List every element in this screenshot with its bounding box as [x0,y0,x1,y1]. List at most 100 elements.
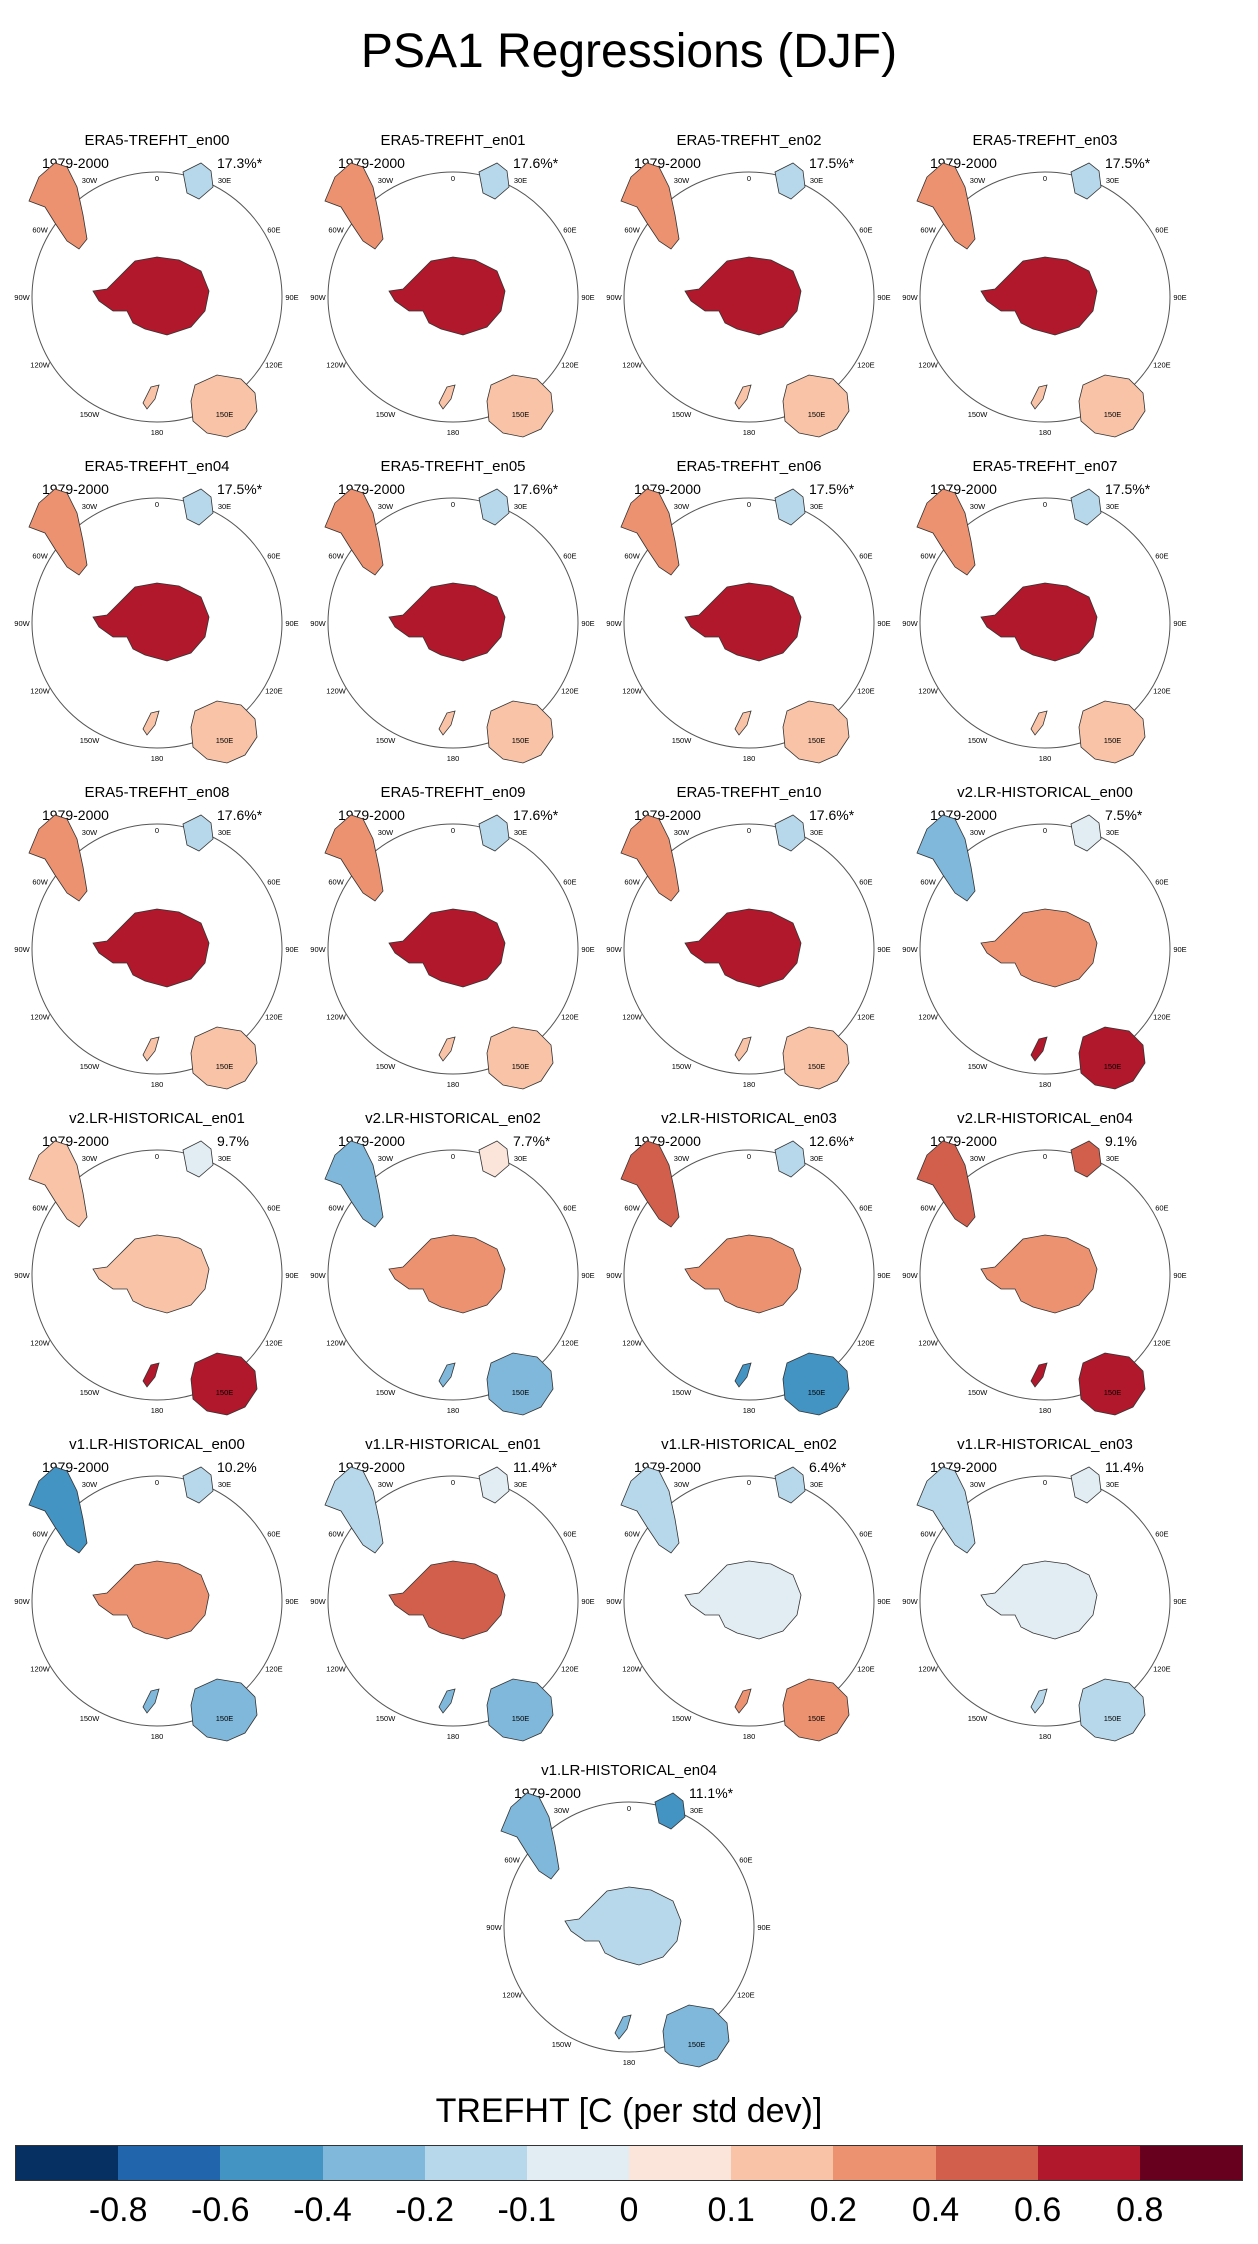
new-zealand-landmass [142,1362,160,1388]
new-zealand-landmass [734,1036,752,1062]
longitude-label: 120W [918,361,939,370]
longitude-label: 30E [514,1480,527,1489]
south-america-landmass [324,1466,384,1554]
south-america-landmass [620,1466,680,1554]
longitude-label: 60W [504,1856,520,1865]
longitude-label: 150W [376,1388,397,1397]
longitude-label: 90E [285,293,298,302]
longitude-label: 120W [30,1013,51,1022]
polar-map: 0 30E 60E 90E 120E 150E 180 150W 120W 90W 60W 30W [310,814,595,1090]
panel-title: ERA5-TREFHT_en10 [676,784,822,801]
longitude-label: 30W [82,1154,98,1163]
longitude-label: 120E [857,1013,875,1022]
colorbar-tick-label: 0.4 [911,2191,960,2229]
africa-landmass [654,1792,686,1830]
australia-landmass [486,1352,554,1416]
longitude-label: 0 [747,500,751,509]
longitude-label: 180 [151,1732,164,1741]
longitude-label: 120E [265,361,283,370]
panel-title: ERA5-TREFHT_en05 [380,458,526,475]
south-america-landmass [324,162,384,250]
colorbar-tick-label: -0.8 [88,2191,148,2229]
antarctica-landmass [684,1560,802,1640]
south-america-landmass [28,1466,88,1554]
australia-landmass [782,700,850,764]
longitude-label: 90W [902,945,918,954]
longitude-label: 180 [151,428,164,437]
longitude-label: 30E [810,1480,823,1489]
panel-title: ERA5-TREFHT_en01 [380,132,526,149]
panel-title: ERA5-TREFHT_en08 [84,784,230,801]
longitude-label: 30W [378,176,394,185]
polar-map: 0 30E 60E 90E 120E 150E 180 150W 120W 90W 60W 30W [310,162,595,438]
longitude-label: 120E [1153,1339,1171,1348]
panel-variance-percent: 9.1% [1105,1133,1137,1149]
longitude-label: 90E [581,1271,594,1280]
longitude-label: 120W [918,1665,939,1674]
longitude-label: 60W [328,552,344,561]
longitude-label: 60W [624,878,640,887]
map-panel: v1.LR-HISTORICAL_en01 1979-2000 11.4%* 0 30E… [308,1436,598,1742]
longitude-label: 60W [624,552,640,561]
panel-variance-percent: 17.5%* [1105,155,1151,171]
longitude-label: 30E [810,828,823,837]
panel-variance-percent: 17.3%* [217,155,263,171]
map-panel: v2.LR-HISTORICAL_en02 1979-2000 7.7%* 0 30E 6… [308,1110,598,1416]
panel-title: ERA5-TREFHT_en09 [380,784,526,801]
longitude-label: 60W [32,1204,48,1213]
polar-map: 0 30E 60E 90E 120E 150E 180 150W 120W 90W 60W 30W [14,1140,299,1416]
longitude-label: 90W [14,1597,30,1606]
map-panel: v2.LR-HISTORICAL_en00 1979-2000 7.5%* 0 30E 6… [900,784,1190,1090]
longitude-label: 60E [563,878,576,887]
longitude-label: 120W [622,1665,643,1674]
longitude-label: 150W [968,410,989,419]
map-panel: ERA5-TREFHT_en01 1979-2000 17.6%* 0 30E 60E 90… [308,132,598,438]
colorbar-segment [935,2146,1038,2180]
longitude-label: 90W [310,619,326,628]
longitude-label: 120E [561,1013,579,1022]
colorbar-tick-label: 0.6 [1014,2191,1062,2229]
longitude-label: 150E [216,1714,234,1723]
longitude-label: 0 [155,500,159,509]
polar-map: 0 30E 60E 90E 120E 150E 180 150W 120W 90W 60W 30W [310,1140,595,1416]
longitude-label: 60E [563,1204,576,1213]
longitude-label: 30E [1106,176,1119,185]
longitude-label: 60W [624,1530,640,1539]
polar-map: 0 30E 60E 90E 120E 150E 180 150W 120W 90W 60W 30W [310,1466,595,1742]
polar-map: 0 30E 60E 90E 120E 150E 180 150W 120W 90W 60W 30W [606,488,891,764]
longitude-label: 30E [810,176,823,185]
longitude-label: 150E [1104,736,1122,745]
south-america-landmass [28,488,88,576]
longitude-label: 90E [285,1597,298,1606]
africa-landmass [478,1466,510,1504]
longitude-label: 30W [674,828,690,837]
longitude-label: 150W [376,1062,397,1071]
new-zealand-landmass [142,1688,160,1714]
australia-landmass [1078,700,1146,764]
longitude-label: 150E [808,736,826,745]
longitude-label: 0 [747,1152,751,1161]
longitude-label: 180 [1039,1080,1052,1089]
panel-variance-percent: 11.1%* [689,1785,734,1801]
longitude-label: 150E [512,1062,530,1071]
longitude-label: 150W [968,1714,989,1723]
new-zealand-landmass [1030,710,1048,736]
polar-map: 0 30E 60E 90E 120E 150E 180 150W 120W 90W 60W 30W [14,488,299,764]
longitude-label: 60W [920,552,936,561]
new-zealand-landmass [734,384,752,410]
longitude-label: 90W [606,1597,622,1606]
panel-variance-percent: 7.5%* [1105,807,1143,823]
longitude-label: 180 [743,754,756,763]
longitude-label: 150W [80,1062,101,1071]
new-zealand-landmass [438,1362,456,1388]
longitude-label: 90E [1173,619,1186,628]
longitude-label: 120W [622,1013,643,1022]
antarctica-landmass [684,908,802,988]
longitude-label: 120W [622,361,643,370]
panel-title: v1.LR-HISTORICAL_en04 [541,1762,717,1779]
longitude-label: 30E [1106,1480,1119,1489]
longitude-label: 90E [581,293,594,302]
longitude-label: 120W [502,1991,523,2000]
antarctica-landmass [564,1886,682,1966]
panel-title: ERA5-TREFHT_en03 [972,132,1118,149]
